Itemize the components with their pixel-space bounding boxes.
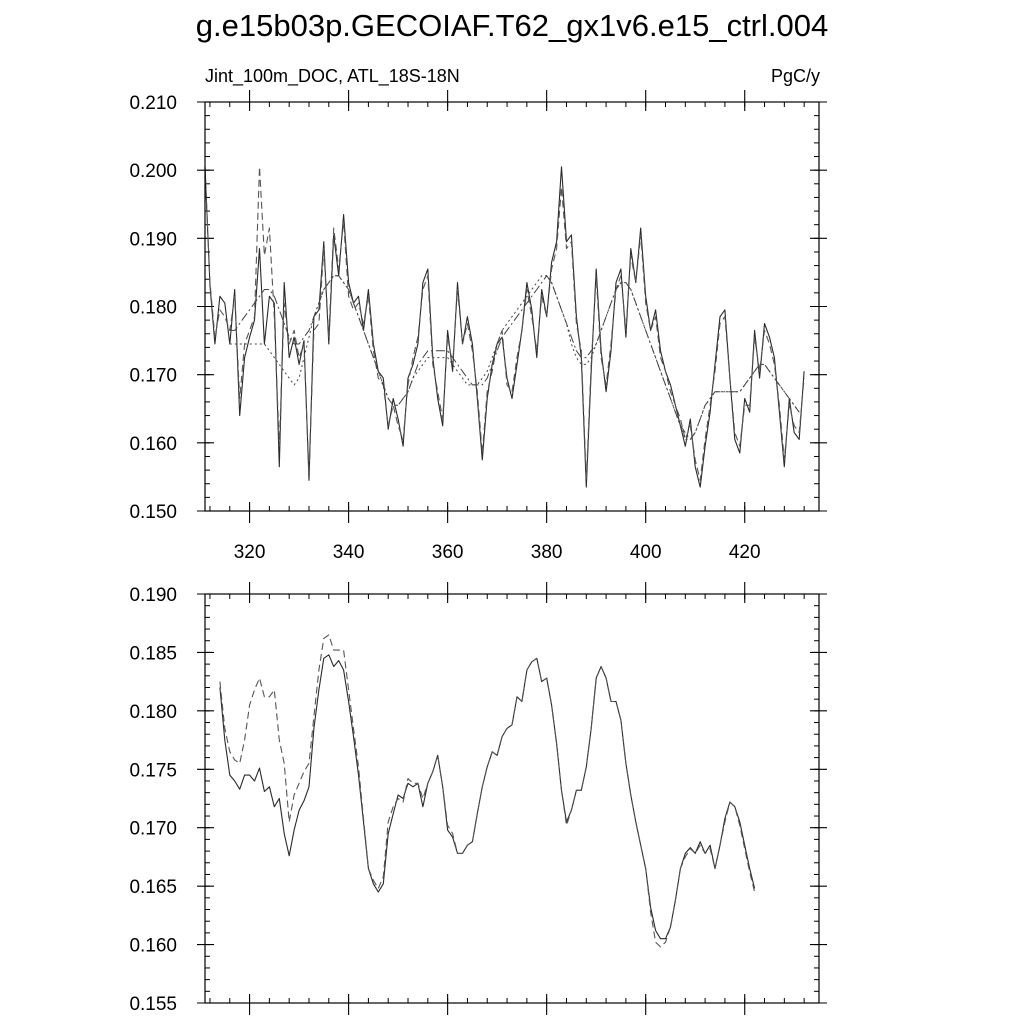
bottom-y-tick-label: 0.160 [129,936,177,957]
top-x-tick-label: 420 [729,542,761,563]
top-y-tick-label: 0.190 [129,229,177,250]
top-x-tick-label: 320 [234,542,266,563]
bottom-y-tick-label: 0.190 [129,585,177,606]
bottom-y-tick-label: 0.170 [129,819,177,840]
top-series-smooth-dashed-line [229,275,800,440]
top-y-tick-label: 0.200 [129,161,177,182]
chart-title: g.e15b03p.GECOIAF.T62_gx1v6.e15_ctrl.004 [195,8,829,43]
bottom-y-tick-label: 0.155 [129,994,177,1015]
bottom-series-solid-line [219,654,756,940]
top-x-tick-label: 380 [531,542,563,563]
top-series-solid-line [204,166,805,488]
top-panel: Jint_100m_DOC, ATL_18S-18N PgC/y 0.150 0.… [129,66,827,563]
top-x-tick-label: 400 [630,542,662,563]
top-y-tick-label: 0.150 [129,502,177,523]
top-series-dashed-line [204,166,805,481]
bottom-y-tick-label: 0.175 [129,760,177,781]
bottom-y-tick-label: 0.180 [129,702,177,723]
bottom-y-tick-label: 0.185 [129,643,177,664]
bottom-series-dashed-line [219,634,756,948]
top-x-tick-label: 340 [333,542,365,563]
top-y-tick-label: 0.210 [129,93,177,114]
top-y-tick-label: 0.160 [129,434,177,455]
top-y-tick-label: 0.170 [129,366,177,387]
top-plot-frame [204,101,820,512]
top-panel-subtitle-left: Jint_100m_DOC, ATL_18S-18N [205,66,460,87]
bottom-y-tick-label: 0.165 [129,877,177,898]
top-series-dotted-line [229,275,800,440]
top-x-tick-label: 360 [432,542,464,563]
bottom-panel: 0.155 0.160 0.165 0.170 0.175 0.180 0.185 0.190 [129,582,827,1015]
top-panel-subtitle-right: PgC/y [771,66,820,86]
top-y-tick-label: 0.180 [129,298,177,319]
bottom-plot-frame [204,593,820,1004]
